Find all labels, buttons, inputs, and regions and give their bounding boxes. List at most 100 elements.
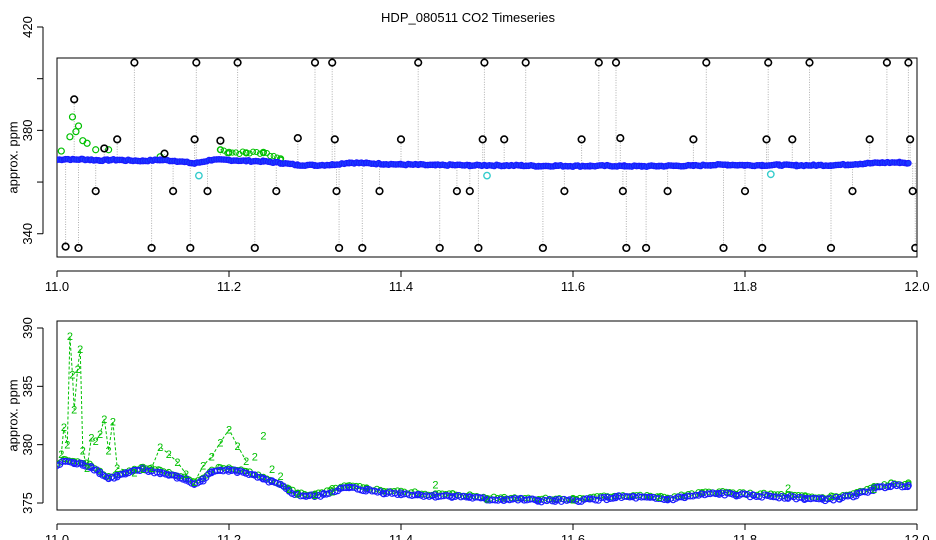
green-2-marker: 2 <box>101 414 107 426</box>
blue-point <box>57 462 61 470</box>
black-point <box>216 136 225 145</box>
green-point <box>83 139 91 147</box>
black-point <box>762 135 771 144</box>
x-tick-label: 11.6 <box>561 532 585 540</box>
black-point <box>805 58 814 67</box>
green-2-marker: 2 <box>484 493 490 505</box>
green-2-marker: 2 <box>106 446 112 458</box>
black-point <box>250 243 259 253</box>
black-point <box>689 135 698 144</box>
black-point <box>474 243 483 253</box>
x-tick-label: 11.6 <box>561 279 585 294</box>
black-point <box>330 135 339 144</box>
black-point <box>414 58 423 67</box>
black-point <box>203 186 212 196</box>
black-point <box>865 135 874 144</box>
green-2-marker: 2 <box>785 483 791 495</box>
green-2-marker: 2 <box>58 449 64 461</box>
black-point <box>169 186 178 196</box>
black-point <box>160 149 169 158</box>
green-point <box>705 488 712 495</box>
cyan-point <box>194 171 203 180</box>
black-point <box>190 135 199 144</box>
plot-frame <box>56 320 918 511</box>
y-tick-label: 340 <box>20 223 35 245</box>
green-2-marker: 2 <box>93 436 99 448</box>
black-point <box>91 186 100 196</box>
black-point <box>130 58 139 67</box>
blue-point <box>732 491 740 499</box>
green-point <box>260 150 267 157</box>
green-point <box>860 487 867 495</box>
green-2-marker: 2 <box>828 491 834 503</box>
black-point <box>272 186 281 196</box>
blue-point <box>90 466 98 474</box>
green-point <box>104 146 113 154</box>
black-point <box>358 243 367 253</box>
green-2-marker: 2 <box>166 449 172 461</box>
cyan-point <box>483 171 491 180</box>
black-point <box>70 95 79 104</box>
black-point <box>100 144 109 153</box>
green-2-marker: 2 <box>114 463 120 475</box>
green-point <box>507 494 515 502</box>
x-tick-label: 12.0 <box>904 532 929 540</box>
green-2-marker: 2 <box>252 451 258 463</box>
green-2-marker: 2 <box>67 331 73 343</box>
black-point <box>882 58 892 67</box>
blue-point <box>884 483 892 491</box>
black-point <box>480 58 489 67</box>
green-line <box>60 336 247 483</box>
blue-point <box>448 494 456 501</box>
black-point <box>758 243 767 253</box>
y-axis-title: approx. ppm <box>5 121 20 193</box>
black-point <box>911 243 917 253</box>
green-2-marker: 2 <box>71 405 77 417</box>
black-point <box>293 134 302 143</box>
y-axis-title: approx. ppm <box>5 379 20 451</box>
black-point <box>435 243 444 253</box>
black-point <box>61 242 70 251</box>
green-2-marker: 2 <box>157 442 163 454</box>
green-point <box>74 122 83 130</box>
green-point <box>249 148 257 155</box>
x-tick-label: 11.4 <box>389 279 413 294</box>
green-point <box>68 113 77 121</box>
black-point <box>611 58 621 67</box>
blue-point <box>592 496 600 504</box>
blue-point <box>548 497 556 505</box>
blue-point <box>904 482 912 489</box>
blue-point <box>626 493 634 501</box>
green-point <box>57 147 65 155</box>
black-point <box>560 186 569 196</box>
green-point <box>229 149 236 156</box>
blue-point <box>781 494 789 502</box>
black-point <box>577 135 586 144</box>
x-tick-label: 11.4 <box>389 532 413 540</box>
bottom-panel: 11.0 11.2 11.4 11.6 11.8 12.0 375 380 385 390 appr… <box>5 317 929 540</box>
black-point <box>538 243 548 253</box>
cyan-point <box>766 170 775 179</box>
green-2-marker: 2 <box>75 364 81 376</box>
green-2-marker: 2 <box>174 457 180 469</box>
y-tick-label: 390 <box>20 317 35 339</box>
green-2-marker: 2 <box>77 344 83 356</box>
black-point <box>147 243 156 253</box>
green-2-marker: 2 <box>217 437 223 449</box>
green-2-marker: 2 <box>131 468 137 480</box>
y-tick-label: 385 <box>20 375 35 397</box>
green-2-marker: 2 <box>64 440 70 452</box>
blue-point <box>84 463 92 471</box>
blue-point <box>462 493 470 501</box>
green-point <box>239 148 246 155</box>
black-point <box>622 243 631 253</box>
y-tick-label: 380 <box>20 120 35 142</box>
black-point <box>848 186 857 196</box>
black-point <box>521 58 530 67</box>
green-2-marker: 2 <box>329 486 335 498</box>
blue-point <box>534 497 542 505</box>
green-point <box>225 150 233 157</box>
black-point <box>328 58 337 67</box>
y-tick-label: 375 <box>20 492 35 514</box>
green-2-marker: 2 <box>88 433 94 445</box>
